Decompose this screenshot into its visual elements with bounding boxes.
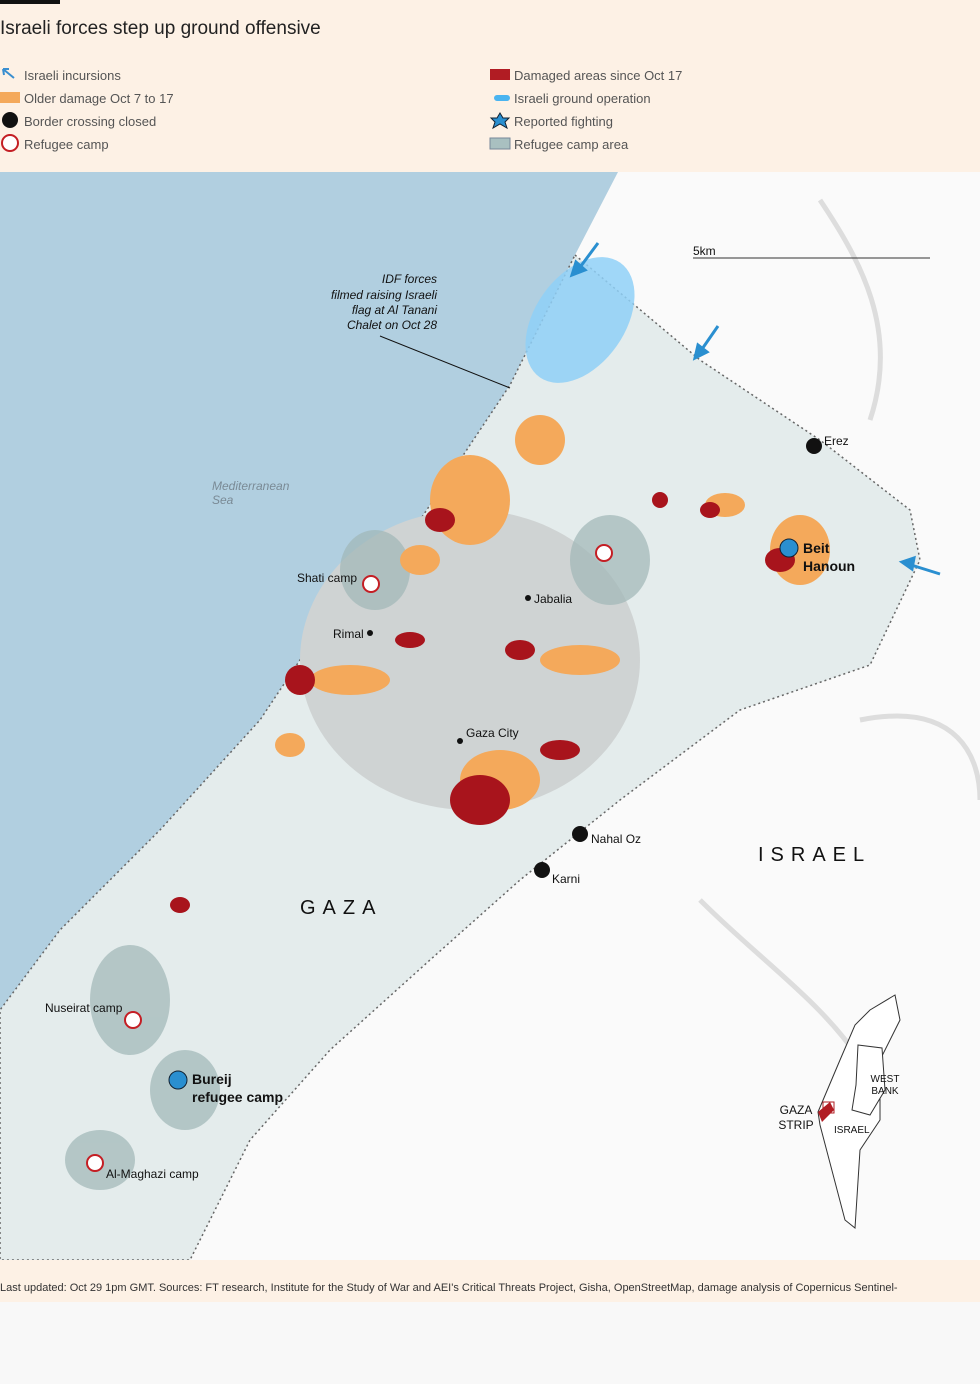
legend-label: Border crossing closed [24, 114, 156, 129]
label-line: refugee camp [192, 1089, 283, 1105]
label-line: Beit [803, 540, 830, 556]
sea [0, 172, 618, 1010]
label-line: Hanoun [803, 558, 855, 574]
fighting-icons [168, 538, 799, 1090]
label-line: Sea [212, 493, 234, 507]
place-label: Karni [552, 872, 580, 886]
incursion-arrows [569, 242, 941, 576]
camp-areas [65, 515, 650, 1190]
legend-label: Refugee camp [24, 137, 109, 152]
legend-icon [494, 95, 510, 101]
label-line: WEST [871, 1074, 900, 1085]
label-line: GAZA [780, 1103, 813, 1117]
place-label: Nuseirat camp [45, 1001, 123, 1015]
label-line: Chalet on Oct 28 [347, 318, 437, 332]
footer: Last updated: Oct 29 1pm GMT. Sources: F… [0, 1282, 898, 1294]
legend: Israeli incursions Damaged areas since O… [0, 68, 682, 152]
camp-icons [86, 544, 613, 1172]
roads [698, 198, 980, 1062]
label-line: BANK [871, 1086, 899, 1097]
legend-icon [0, 92, 20, 103]
legend-label: Damaged areas since Oct 17 [514, 68, 682, 83]
title: Israeli forces step up ground offensive [0, 18, 321, 39]
place-label: Beit Hanoun [803, 540, 855, 574]
legend-icon [489, 112, 511, 130]
place-label: Gaza City [466, 726, 519, 740]
place-label: Erez [824, 434, 849, 448]
label-line: STRIP [778, 1118, 813, 1132]
scale-label: 5km [693, 244, 716, 258]
legend-icon [1, 134, 19, 152]
place-label: Al-Maghazi camp [106, 1167, 199, 1181]
region-label: GAZA [300, 897, 382, 919]
recent-damage [170, 492, 795, 913]
legend-icon [489, 137, 511, 150]
legend-label: Older damage Oct 7 to 17 [24, 91, 174, 106]
place-label: Nahal Oz [591, 832, 641, 846]
annotation-leader [379, 335, 511, 389]
map: 5km IDF forces filmed raising Israeli flag… [0, 172, 980, 1261]
place-label: Bureij refugee camp [192, 1071, 283, 1105]
label-line: filmed raising Israeli [331, 288, 437, 302]
legend-label: Refugee camp area [514, 137, 629, 152]
inset-map: WEST BANK GAZA STRIP ISRAEL [778, 994, 901, 1229]
label-line: flag at Al Tanani [352, 303, 438, 317]
annotation: IDF forces filmed raising Israeli flag at … [331, 272, 437, 332]
label-line: Bureij [192, 1071, 232, 1087]
legend-label: Reported fighting [514, 114, 613, 129]
sea-label: Mediterranean Sea [212, 479, 290, 507]
region-label: ISRAEL [758, 844, 871, 866]
ground-operation [525, 257, 635, 383]
place-label: Rimal [333, 627, 364, 641]
dots [367, 595, 531, 744]
legend-icon [2, 112, 18, 128]
label-line: ISRAEL [834, 1125, 870, 1136]
crossings [534, 438, 822, 878]
title-bar [0, 0, 60, 4]
place-label: Shati camp [297, 571, 357, 585]
legend-label: Israeli incursions [24, 68, 121, 83]
legend-icon [2, 68, 15, 79]
legend-label: Israeli ground operation [514, 91, 651, 106]
legend-icon [490, 69, 510, 80]
place-label: Jabalia [534, 592, 572, 606]
footer-bg [0, 1260, 980, 1302]
label-line: IDF forces [382, 272, 437, 286]
label-line: Mediterranean [212, 479, 290, 493]
